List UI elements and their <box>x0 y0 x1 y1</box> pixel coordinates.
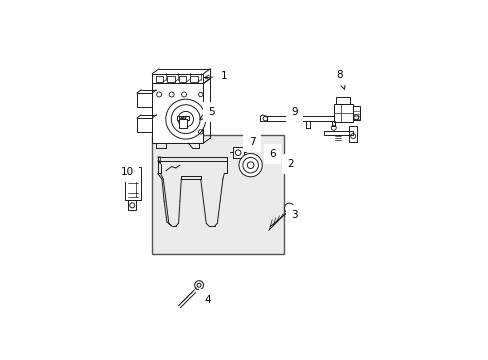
Bar <box>333 104 352 122</box>
Bar <box>167 76 174 82</box>
Text: 5: 5 <box>200 107 215 119</box>
Text: 4: 4 <box>202 293 210 305</box>
Circle shape <box>284 203 294 213</box>
Bar <box>190 76 198 82</box>
Text: 6: 6 <box>264 149 276 161</box>
Circle shape <box>235 150 241 156</box>
Circle shape <box>194 281 203 290</box>
Polygon shape <box>158 157 160 164</box>
Bar <box>152 74 203 84</box>
Circle shape <box>350 134 355 139</box>
Text: 8: 8 <box>335 70 345 89</box>
Bar <box>232 147 243 158</box>
Bar <box>352 106 359 120</box>
Circle shape <box>197 283 201 287</box>
Circle shape <box>330 125 336 130</box>
Text: 7: 7 <box>247 136 255 147</box>
Bar <box>176 116 188 120</box>
Circle shape <box>263 116 267 121</box>
Text: 9: 9 <box>290 107 298 117</box>
Bar <box>128 200 136 210</box>
Bar <box>178 120 186 128</box>
Polygon shape <box>194 281 203 289</box>
Bar <box>137 118 152 132</box>
Text: 2: 2 <box>287 159 293 169</box>
Bar <box>155 76 163 82</box>
Circle shape <box>239 153 262 177</box>
Circle shape <box>353 115 358 120</box>
Circle shape <box>247 162 253 168</box>
Text: 3: 3 <box>290 209 297 220</box>
Ellipse shape <box>181 117 183 118</box>
Polygon shape <box>285 205 293 211</box>
Circle shape <box>165 99 205 139</box>
Bar <box>152 135 284 254</box>
Text: 10: 10 <box>121 167 134 177</box>
Text: 1: 1 <box>204 72 227 81</box>
Circle shape <box>243 157 258 173</box>
Circle shape <box>129 203 135 208</box>
Bar <box>137 93 152 107</box>
Circle shape <box>286 206 291 210</box>
Bar <box>179 76 186 82</box>
Bar <box>152 84 203 143</box>
Bar <box>335 97 350 104</box>
Bar <box>348 126 357 141</box>
Bar <box>125 167 140 200</box>
Ellipse shape <box>179 116 185 119</box>
